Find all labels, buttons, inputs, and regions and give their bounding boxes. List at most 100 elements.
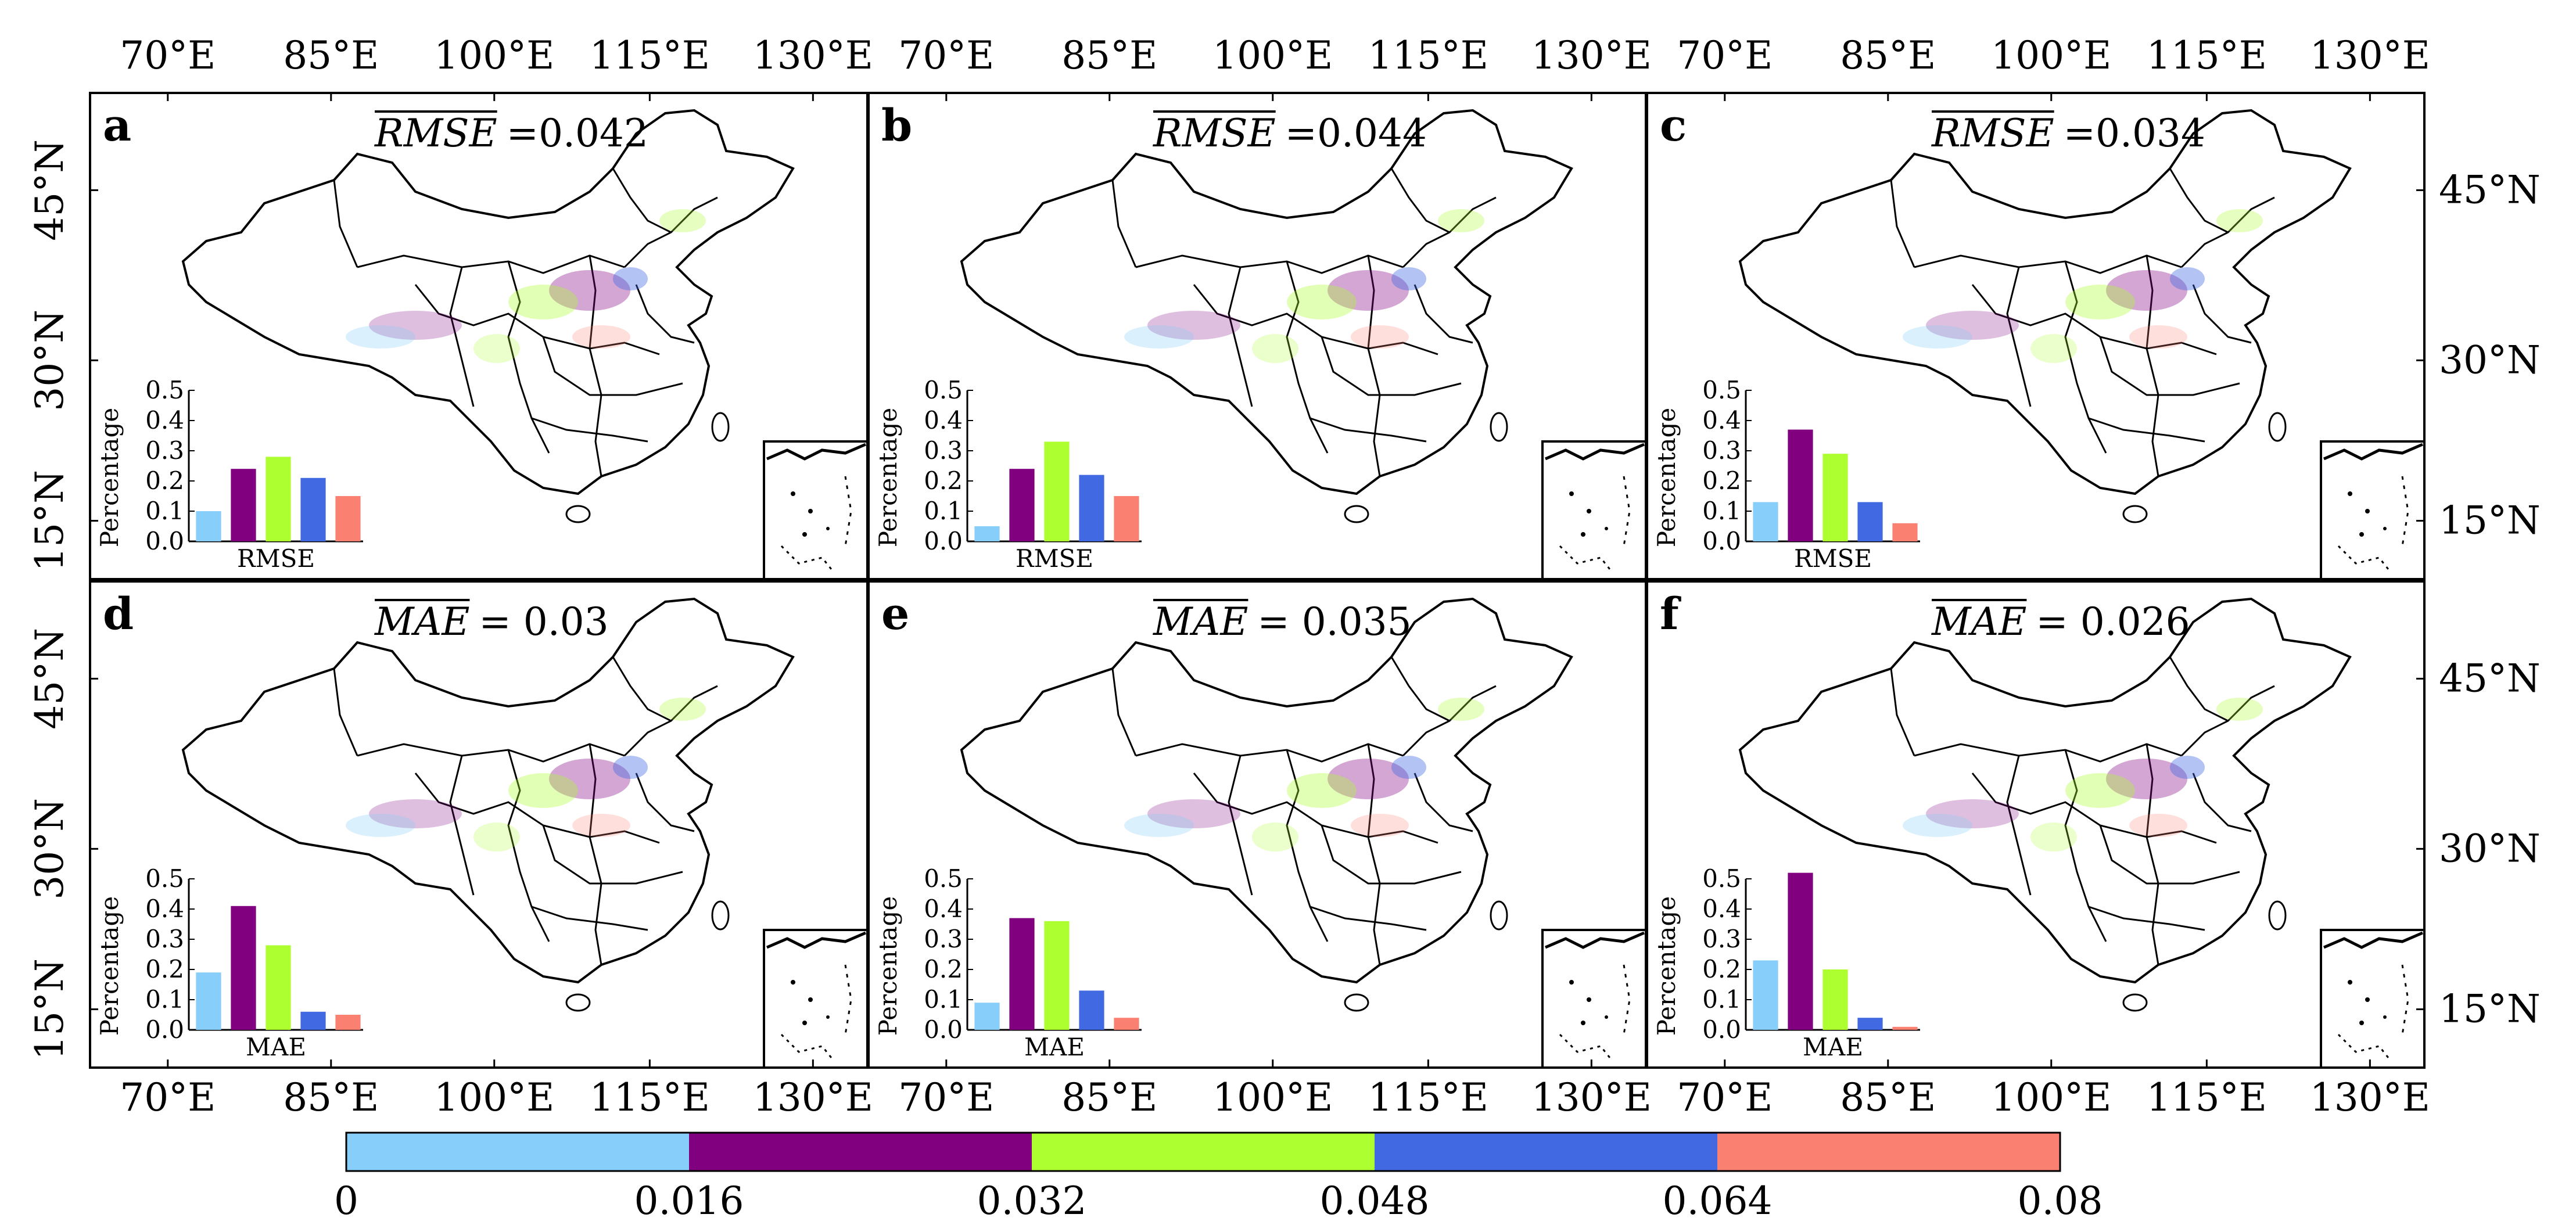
inset-y-tick-label: 0.1 [1702,497,1741,525]
lon-label-top: 70°E [1677,33,1773,78]
inset-y-tick-label: 0.3 [1702,925,1741,953]
inset-y-tick-label: 0.1 [145,497,184,525]
colorbar-tick-label: 0.032 [977,1179,1087,1223]
inset-y-label: Percentage [1652,896,1681,1036]
inset-bar-4 [300,1011,326,1030]
lat-label-left: 45°N [27,628,72,730]
inset-y-tick-label: 0.5 [924,376,963,404]
inset-y-tick-label: 0.2 [1702,955,1741,983]
inset-y-tick-label: 0.5 [1702,864,1741,893]
lon-label-top: 85°E [1840,33,1936,78]
panel-e [867,580,1647,1069]
lat-label-left: 45°N [27,139,72,241]
lon-label-top: 130°E [2310,33,2430,78]
lon-label-bottom: 130°E [753,1075,873,1120]
colorbar-tick-label: 0 [334,1179,358,1223]
inset-bar-2 [1009,918,1035,1030]
lon-label-bottom: 85°E [1840,1075,1936,1120]
lat-label-right: 15°N [2439,498,2541,543]
colorbar-swatch-5 [1717,1133,2060,1171]
inset-bar-5 [1114,1018,1139,1030]
inset-bar-3 [1822,454,1848,541]
metric-value: =0.034 [2064,111,2205,156]
inset-y-tick-label: 0.0 [1702,1015,1741,1044]
inset-y-tick-label: 0.3 [924,925,963,953]
inset-y-tick-label: 0.4 [145,406,184,434]
lon-label-top: 115°E [1368,33,1488,78]
panel-letter: b [881,99,912,151]
chart-marks: 70°E 70°E 85°E 85°E 100°E 100°E 115°E 115°E 130°… [27,33,2541,1223]
inset-y-label: Percentage [1652,408,1681,547]
lon-label-bottom: 70°E [1677,1075,1773,1120]
inset-y-label: Percentage [95,408,124,547]
lon-label-bottom: 115°E [2147,1075,2267,1120]
inset-bar-1 [196,972,221,1030]
panel-c [1646,92,2426,580]
inset-y-tick-label: 0.0 [145,527,184,555]
lon-label-bottom: 130°E [2310,1075,2430,1120]
lat-label-right: 30°N [2439,826,2541,871]
lon-label-bottom: 115°E [1368,1075,1488,1120]
inset-y-tick-label: 0.4 [924,895,963,923]
inset-y-tick-label: 0.3 [145,436,184,465]
metric-value: = 0.026 [2036,599,2190,644]
colorbar-swatch-2 [689,1133,1032,1171]
lon-label-top: 85°E [1061,33,1157,78]
metric-symbol: MAE [1931,599,2026,644]
colorbar-frame [345,1132,2061,1172]
inset-y-tick-label: 0.4 [145,895,184,923]
lat-label-right: 30°N [2439,337,2541,382]
panel-letter: d [103,588,134,640]
inset-y-tick-label: 0.2 [924,955,963,983]
panel-f [1646,580,2426,1069]
metric-value: = 0.03 [479,599,608,644]
lat-label-right: 15°N [2439,987,2541,1032]
metric-symbol: RMSE [1153,111,1276,156]
metric-symbol: RMSE [1931,111,2054,156]
lon-label-top: 100°E [1991,33,2111,78]
inset-bar-4 [1857,1018,1883,1030]
inset-x-label: MAE [246,1033,306,1061]
lon-label-bottom: 85°E [283,1075,379,1120]
inset-x-label: MAE [1803,1033,1863,1061]
inset-y-tick-label: 0.1 [145,985,184,1014]
lon-label-top: 100°E [1212,33,1333,78]
colorbar-tick-label: 0.064 [1663,1179,1773,1223]
inset-bar-2 [231,469,256,541]
lon-label-top: 85°E [283,33,379,78]
metric-value: =0.044 [1285,111,1427,156]
lon-label-top: 130°E [1531,33,1652,78]
lon-label-bottom: 100°E [434,1075,554,1120]
inset-bar-3 [1822,969,1848,1030]
colorbar-swatch-4 [1375,1133,1717,1171]
lon-label-top: 100°E [434,33,554,78]
lon-label-top: 70°E [898,33,994,78]
inset-y-tick-label: 0.5 [924,864,963,893]
inset-y-tick-label: 0.4 [1702,895,1741,923]
lon-label-bottom: 70°E [120,1075,216,1120]
inset-bar-1 [196,511,221,541]
inset-y-tick-label: 0.0 [145,1015,184,1044]
inset-y-tick-label: 0.2 [1702,466,1741,495]
inset-bar-1 [1753,960,1778,1030]
inset-y-tick-label: 0.5 [145,376,184,404]
lat-label-right: 45°N [2439,167,2541,212]
lat-label-left: 30°N [27,310,72,411]
inset-bar-2 [1009,469,1035,541]
inset-y-tick-label: 0.0 [924,527,963,555]
inset-bar-5 [1892,1026,1918,1030]
lat-label-right: 45°N [2439,656,2541,701]
lon-label-bottom: 130°E [1531,1075,1652,1120]
metric-symbol: RMSE [374,111,497,156]
inset-y-tick-label: 0.4 [924,406,963,434]
lat-label-left: 15°N [27,958,72,1060]
inset-bar-3 [1044,441,1070,541]
panel-b [867,92,1647,580]
inset-bar-1 [974,526,1000,541]
inset-y-tick-label: 0.0 [924,1015,963,1044]
inset-bar-3 [1044,921,1070,1030]
colorbar-swatch-1 [346,1133,689,1171]
inset-y-tick-label: 0.3 [145,925,184,953]
panel-letter: a [103,99,131,151]
